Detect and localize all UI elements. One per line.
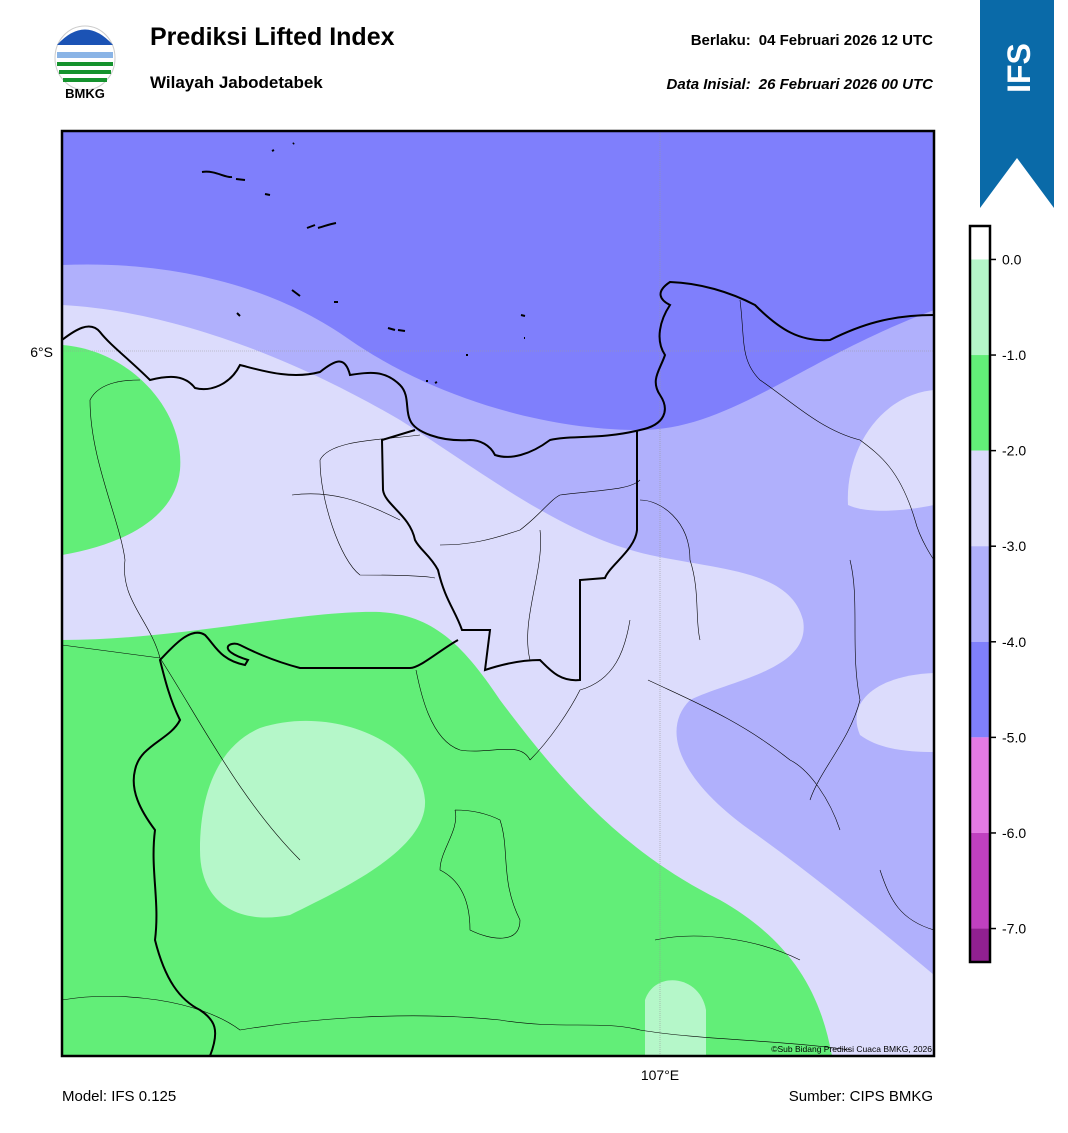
colorbar-band (970, 832, 990, 929)
model-label: Model: IFS 0.125 (62, 1088, 176, 1105)
valid-label: Berlaku: (691, 32, 751, 49)
init-time: Data Inisial: 26 Februari 2026 00 UTC (667, 76, 935, 93)
colorbar-band (970, 546, 990, 642)
colorbar-tick-label: -6.0 (1002, 825, 1026, 841)
title: Prediksi Lifted Index (150, 23, 395, 51)
init-value: 26 Februari 2026 00 UTC (758, 76, 934, 93)
colorbar-tick-label: -5.0 (1002, 729, 1026, 745)
colorbar-band (970, 450, 990, 547)
colorbar-tick-label: 0.0 (1002, 251, 1022, 267)
colorbar-tick-label: -4.0 (1002, 634, 1026, 650)
colorbar-frame (968, 224, 992, 964)
lon-label: 107°E (641, 1067, 679, 1083)
colorbar-tick-label: -7.0 (1002, 921, 1026, 937)
subtitle: Wilayah Jabodetabek (150, 73, 323, 92)
colorbar-band (970, 928, 990, 962)
logo-text: BMKG (65, 86, 105, 101)
colorbar-band (970, 259, 990, 356)
valid-value: 04 Februari 2026 12 UTC (759, 32, 933, 49)
colorbar-tick-label: -1.0 (1002, 347, 1026, 363)
copyright: ©Sub Bidang Prediksi Cuaca BMKG, 2026 (771, 1044, 932, 1054)
banner (980, 0, 1054, 208)
map: ©Sub Bidang Prediksi Cuaca BMKG, 2026 (62, 131, 934, 1056)
colorbar-band (970, 355, 990, 451)
map-frame (60, 129, 936, 1058)
colorbar-band (970, 737, 990, 833)
colorbar-tick-label: -3.0 (1002, 538, 1026, 554)
source-label: Sumber: CIPS BMKG (789, 1088, 933, 1105)
colorbar-tick-label: -2.0 (1002, 443, 1026, 459)
valid-time: Berlaku: 04 Februari 2026 12 UTC (691, 32, 933, 49)
lat-label: 6°S (30, 344, 53, 360)
banner-text: IFS (1001, 43, 1037, 93)
init-label: Data Inisial: (667, 76, 751, 93)
colorbar-band (970, 641, 990, 738)
logo: BMKG (54, 25, 116, 101)
colorbar: 0.0 -1.0 -2.0 -3.0 -4.0 -5.0 -6.0 -7.0 (968, 224, 1026, 964)
colorbar-band (970, 226, 990, 260)
